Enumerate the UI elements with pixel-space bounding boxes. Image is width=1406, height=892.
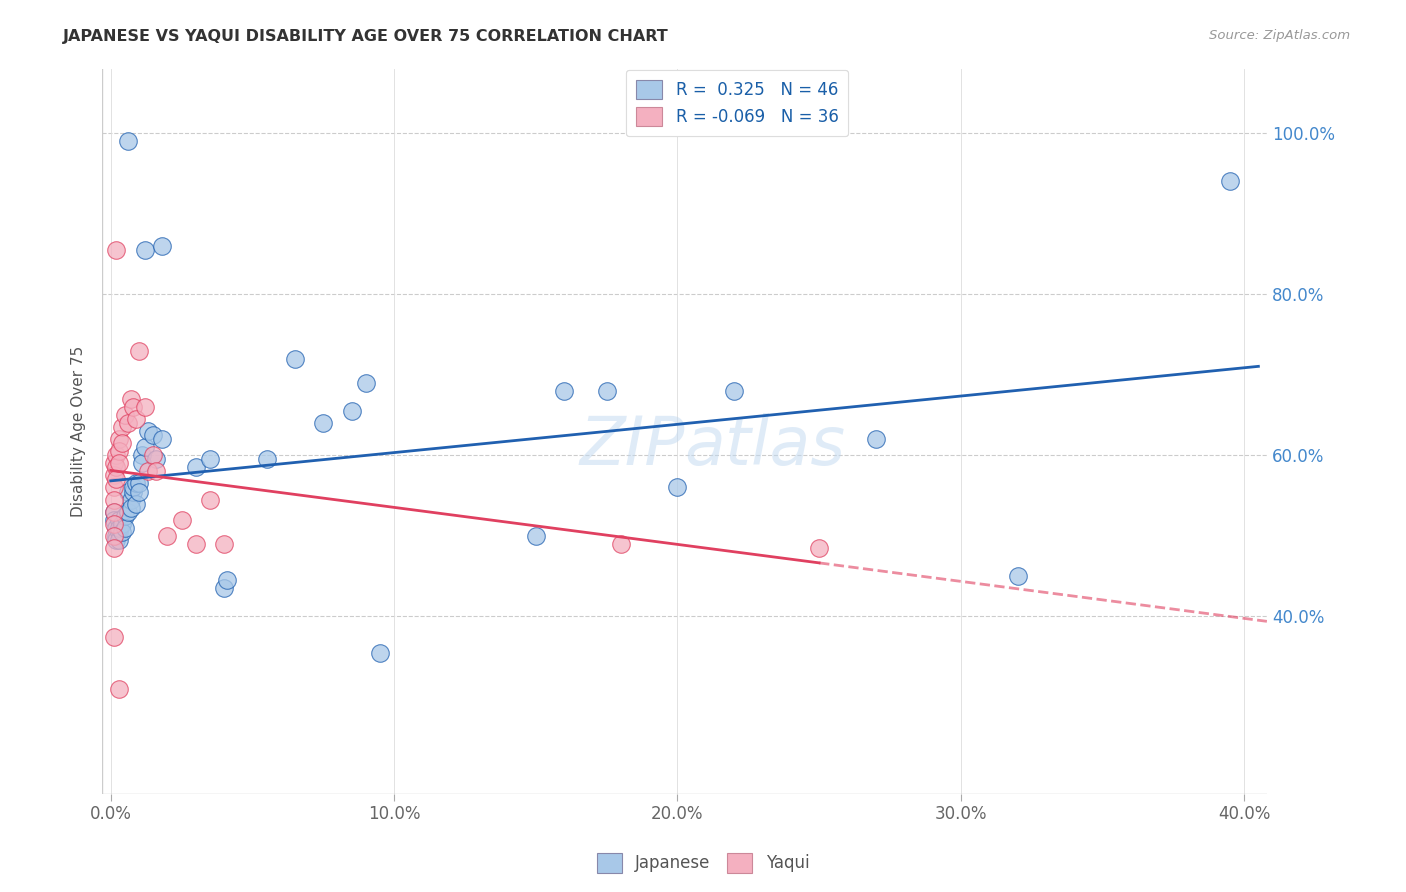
Point — [198, 452, 221, 467]
Point — [117, 134, 139, 148]
Point — [125, 497, 148, 511]
Point — [108, 681, 131, 696]
Point — [354, 376, 377, 390]
Legend: Japanese, Yaqui: Japanese, Yaqui — [591, 847, 815, 880]
Point — [105, 448, 128, 462]
Text: JAPANESE VS YAQUI DISABILITY AGE OVER 75 CORRELATION CHART: JAPANESE VS YAQUI DISABILITY AGE OVER 75… — [63, 29, 669, 44]
Point — [212, 537, 235, 551]
Point — [1219, 174, 1241, 188]
Point — [111, 516, 134, 531]
Point — [134, 440, 156, 454]
Point — [128, 484, 150, 499]
Point — [125, 476, 148, 491]
Point — [103, 505, 125, 519]
Point — [114, 408, 136, 422]
Point — [368, 646, 391, 660]
Point — [117, 484, 139, 499]
Point — [108, 444, 131, 458]
Point — [156, 529, 179, 543]
Point — [103, 492, 125, 507]
Point — [120, 492, 142, 507]
Point — [145, 464, 167, 478]
Point — [184, 537, 207, 551]
Point — [170, 513, 193, 527]
Point — [105, 472, 128, 486]
Point — [595, 384, 617, 398]
Point — [1007, 569, 1029, 583]
Point — [125, 412, 148, 426]
Point — [105, 529, 128, 543]
Point — [111, 524, 134, 539]
Point — [312, 416, 335, 430]
Point — [117, 416, 139, 430]
Point — [120, 500, 142, 515]
Point — [108, 524, 131, 539]
Y-axis label: Disability Age Over 75: Disability Age Over 75 — [72, 345, 86, 516]
Point — [105, 243, 128, 257]
Point — [524, 529, 547, 543]
Point — [108, 456, 131, 470]
Point — [610, 537, 633, 551]
Point — [723, 384, 745, 398]
Point — [131, 448, 153, 462]
Point — [114, 521, 136, 535]
Point — [131, 456, 153, 470]
Point — [111, 420, 134, 434]
Point — [136, 424, 159, 438]
Point — [103, 505, 125, 519]
Point — [128, 343, 150, 358]
Point — [666, 481, 689, 495]
Text: Source: ZipAtlas.com: Source: ZipAtlas.com — [1209, 29, 1350, 42]
Point — [184, 460, 207, 475]
Point — [134, 400, 156, 414]
Point — [114, 508, 136, 523]
Point — [553, 384, 575, 398]
Point — [134, 243, 156, 257]
Point — [108, 432, 131, 446]
Point — [865, 432, 887, 446]
Point — [215, 573, 238, 587]
Point — [150, 239, 173, 253]
Point — [108, 521, 131, 535]
Point — [808, 541, 831, 555]
Point — [111, 436, 134, 450]
Point — [103, 541, 125, 555]
Point — [142, 448, 165, 462]
Point — [284, 351, 307, 366]
Point — [122, 481, 145, 495]
Point — [122, 484, 145, 499]
Point — [105, 521, 128, 535]
Point — [136, 464, 159, 478]
Point — [122, 400, 145, 414]
Point — [128, 476, 150, 491]
Point — [212, 581, 235, 595]
Point — [198, 492, 221, 507]
Point — [103, 468, 125, 483]
Point — [120, 392, 142, 406]
Point — [103, 529, 125, 543]
Point — [103, 456, 125, 470]
Text: atlas: atlas — [685, 413, 845, 479]
Point — [108, 533, 131, 547]
Point — [142, 428, 165, 442]
Point — [103, 630, 125, 644]
Text: ZIP: ZIP — [579, 413, 685, 479]
Point — [105, 460, 128, 475]
Point — [103, 513, 125, 527]
Point — [103, 481, 125, 495]
Point — [150, 432, 173, 446]
Legend: R =  0.325   N = 46, R = -0.069   N = 36: R = 0.325 N = 46, R = -0.069 N = 36 — [626, 70, 848, 136]
Point — [105, 533, 128, 547]
Point — [103, 516, 125, 531]
Point — [340, 404, 363, 418]
Point — [117, 505, 139, 519]
Point — [256, 452, 278, 467]
Point — [145, 452, 167, 467]
Point — [108, 513, 131, 527]
